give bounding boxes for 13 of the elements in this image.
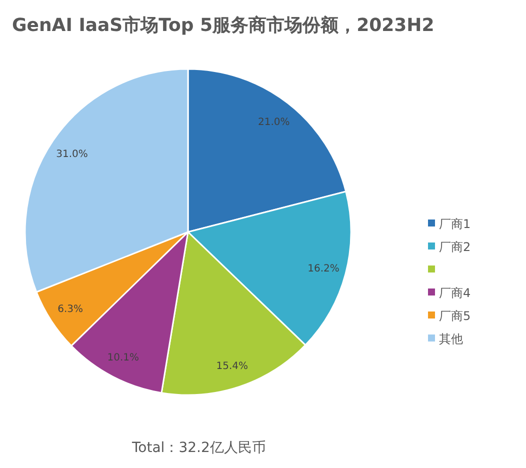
data-label: 21.0%: [258, 117, 290, 128]
legend-label: 其他: [439, 332, 463, 346]
legend-label: 厂商2: [439, 240, 471, 254]
data-label: 15.4%: [216, 361, 248, 372]
annotation: Total：32.2亿人民币: [132, 440, 266, 456]
legend-label: 厂商4: [439, 286, 471, 300]
legend-label: 厂商5: [439, 309, 471, 323]
legend-label: 厂商1: [439, 217, 471, 231]
data-label: 16.2%: [308, 264, 340, 275]
data-label: 31.0%: [56, 149, 88, 160]
data-label: 6.3%: [58, 304, 84, 316]
data-label: 10.1%: [107, 352, 140, 364]
title: GenAI IaaS市场Top 5服务商市场份额，2023H2: [12, 15, 434, 36]
